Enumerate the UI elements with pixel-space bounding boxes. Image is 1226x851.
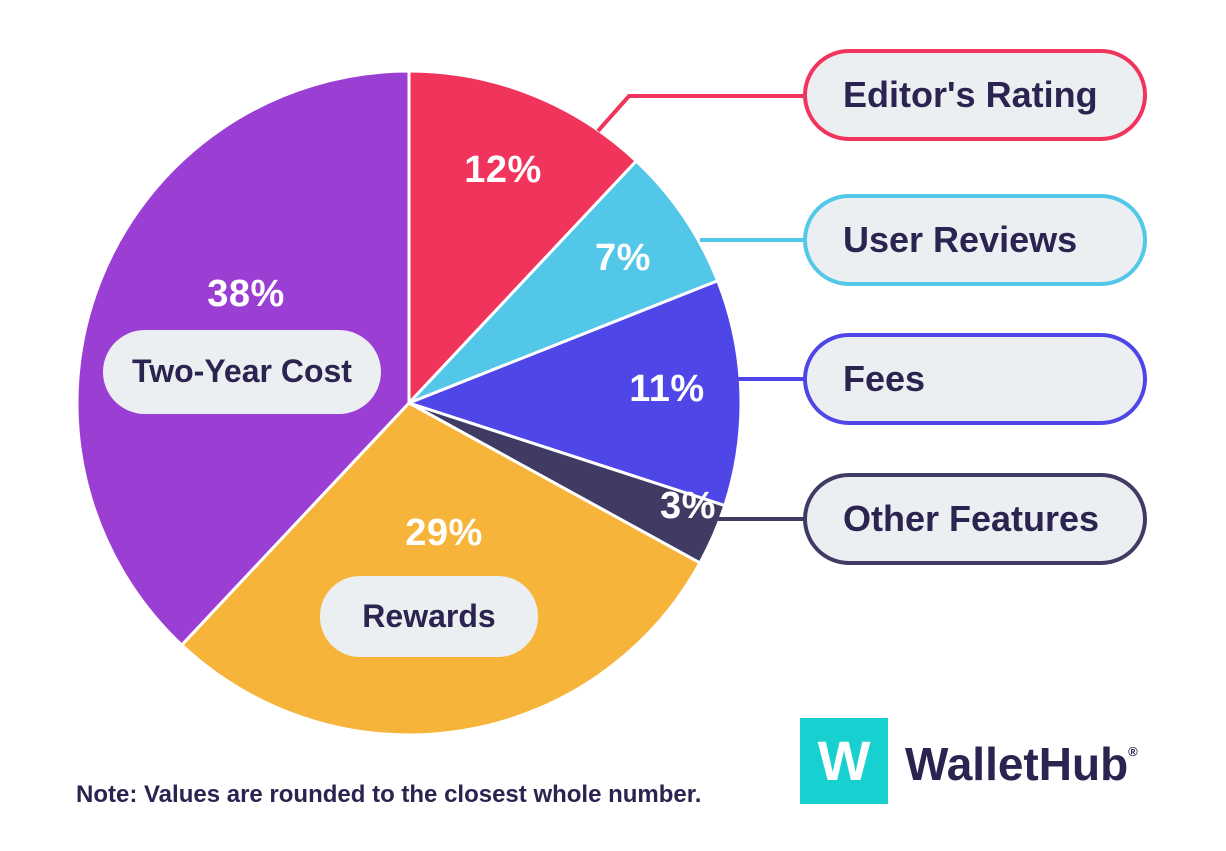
svg-text:Rewards: Rewards xyxy=(362,598,495,634)
svg-text:W: W xyxy=(818,729,871,792)
svg-text:Two-Year Cost: Two-Year Cost xyxy=(132,353,352,389)
svg-text:Fees: Fees xyxy=(843,358,925,399)
svg-text:Other Features: Other Features xyxy=(843,498,1099,539)
svg-text:12%: 12% xyxy=(464,149,542,191)
svg-text:Editor's Rating: Editor's Rating xyxy=(843,74,1098,115)
svg-text:7%: 7% xyxy=(595,237,651,279)
svg-text:WalletHub®: WalletHub® xyxy=(905,738,1138,790)
svg-text:3%: 3% xyxy=(660,485,716,527)
svg-text:User Reviews: User Reviews xyxy=(843,219,1077,260)
svg-text:29%: 29% xyxy=(405,512,483,554)
svg-text:Note: Values are rounded to th: Note: Values are rounded to the closest … xyxy=(76,781,701,808)
svg-text:11%: 11% xyxy=(629,368,704,410)
svg-text:38%: 38% xyxy=(207,273,285,315)
